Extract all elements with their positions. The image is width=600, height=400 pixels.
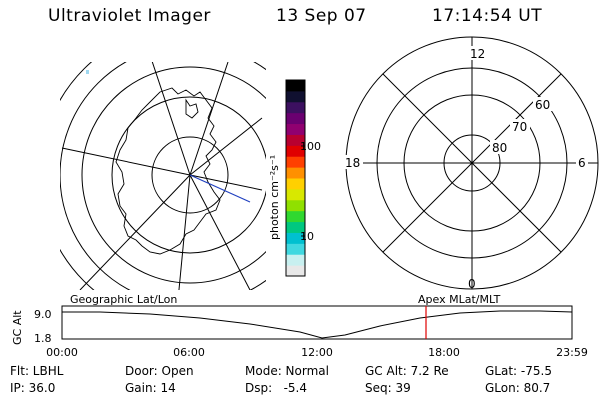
meridian-line xyxy=(189,174,251,290)
timeline-left-title: Geographic Lat/Lon xyxy=(70,293,177,306)
timeline-xtick: 06:00 xyxy=(173,346,205,359)
coastline xyxy=(185,98,199,119)
colorbar-tick-10: 10 xyxy=(300,230,314,243)
colorbar-unit-label: photon cm⁻²s⁻¹ xyxy=(268,155,281,240)
altitude-curve xyxy=(62,310,573,339)
status-dsp: Dsp: -5.4 xyxy=(245,381,308,395)
colorbar-swatch xyxy=(286,123,305,135)
status-mode: Mode: Normal xyxy=(245,364,329,378)
polar-plot xyxy=(345,36,599,290)
label-bg xyxy=(576,155,588,169)
status-filter: Flt: LBHL xyxy=(10,364,64,378)
lat-circle xyxy=(81,66,266,284)
meridian-line xyxy=(189,117,263,176)
colorbar-swatch xyxy=(286,199,305,212)
status-gc-alt: GC Alt: 7.2 Re xyxy=(365,364,449,378)
colorbar-swatch xyxy=(286,101,305,114)
lat-circle xyxy=(111,96,266,254)
status-seq: Seq: 39 xyxy=(365,381,411,395)
mlt-label-12: 12 xyxy=(470,47,485,61)
label-bg xyxy=(343,155,363,169)
colorbar-swatch xyxy=(286,210,305,223)
app-title: Ultraviolet Imager xyxy=(48,6,211,26)
timeline-xtick: 23:59 xyxy=(556,346,588,359)
colorbar-tick-100: 100 xyxy=(300,140,321,153)
label-bg xyxy=(510,119,530,133)
mlt-label-0: 0 xyxy=(468,277,476,291)
lat-circle xyxy=(151,136,229,214)
status-gain: Gain: 14 xyxy=(125,381,176,395)
colorbar-swatch xyxy=(286,265,305,277)
timeline-xtick: 18:00 xyxy=(428,346,460,359)
mlat-label-60: 60 xyxy=(535,98,550,112)
colorbar-swatch xyxy=(286,145,305,157)
status-glat: GLat: -75.5 xyxy=(485,364,552,378)
meridian-line xyxy=(151,62,191,176)
label-bg xyxy=(490,140,510,154)
header-date: 13 Sep 07 xyxy=(276,6,367,26)
colorbar-swatch xyxy=(286,243,305,255)
label-bg xyxy=(468,46,484,60)
meridian-line xyxy=(189,62,229,176)
mlat-label-70: 70 xyxy=(512,120,527,134)
colorbar-swatch xyxy=(286,112,305,125)
timeline-ylabel: GC Alt xyxy=(11,310,24,345)
coastline xyxy=(115,87,221,255)
mlt-label-6: 6 xyxy=(578,156,586,170)
label-bg xyxy=(533,97,553,111)
meridian-line xyxy=(61,147,191,176)
colorbar-swatch xyxy=(286,221,305,233)
colorbar-swatch xyxy=(286,178,305,190)
colorbar-swatch xyxy=(286,254,305,266)
colorbar-swatch xyxy=(286,80,305,92)
status-ip: IP: 36.0 xyxy=(10,381,56,395)
timeline-frame xyxy=(61,305,573,340)
mlt-label-18: 18 xyxy=(345,156,360,170)
timeline-xtick: 12:00 xyxy=(301,346,333,359)
meridian-line xyxy=(79,174,191,290)
colorbar-swatch xyxy=(286,156,305,168)
status-glon: GLon: 80.7 xyxy=(485,381,551,395)
timeline-ytick-bottom: 1.8 xyxy=(34,332,52,345)
mlat-label-80: 80 xyxy=(492,141,507,155)
colorbar-frame xyxy=(285,79,306,277)
geographic-map xyxy=(60,62,266,290)
noise-speck xyxy=(86,70,89,74)
terminator-line xyxy=(189,174,251,203)
timeline-right-title: Apex MLat/MLT xyxy=(418,293,501,306)
colorbar-swatch xyxy=(286,134,305,146)
status-door: Door: Open xyxy=(125,364,194,378)
colorbar-swatch xyxy=(286,232,305,244)
timeline-ytick-top: 9.0 xyxy=(34,308,52,321)
colorbar-swatch xyxy=(286,167,305,179)
mlt-line-diagonal xyxy=(382,73,562,253)
colorbar-swatch xyxy=(286,90,305,103)
meridian-line xyxy=(189,174,263,191)
header-time: 17:14:54 UT xyxy=(432,6,543,26)
colorbar xyxy=(285,79,306,277)
colorbar-swatch xyxy=(286,188,305,201)
timeline-xtick: 00:00 xyxy=(46,346,78,359)
